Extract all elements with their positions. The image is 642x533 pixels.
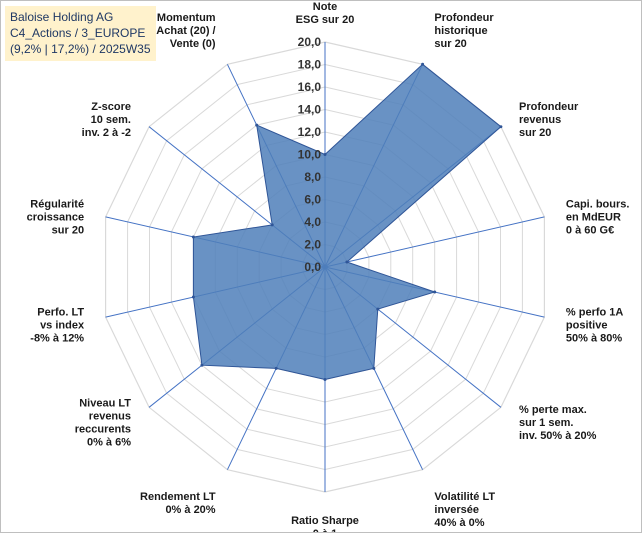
tick-label: 20,0 (298, 35, 322, 49)
data-point (323, 153, 327, 156)
axis-label: Régularité croissance sur 20 (27, 198, 84, 236)
tick-label: 8,0 (304, 170, 321, 184)
tick-layer: 0,0 2,0 4,0 6,0 8,0 10,0 12,0 14,0 16,0 18,0 20,0 (298, 35, 322, 274)
tick-label: 10,0 (298, 148, 322, 162)
axis-label: Note ESG sur 20 (296, 1, 355, 26)
data-point (421, 62, 425, 66)
axis-label: Rendement LT 0% à 20% (140, 491, 216, 516)
data-point (376, 307, 380, 311)
axis-label: Capi. bours. en MdEUR 0 à 60 G€ (566, 198, 630, 236)
title-line-1: Baloise Holding AG (10, 10, 114, 24)
axis-label: Perfo. LT vs index -8% à 12% (30, 307, 85, 345)
data-point (274, 366, 278, 370)
axis-label: Volatilité LT inversée 40% à 0% (434, 491, 495, 529)
tick-label: 6,0 (304, 193, 321, 207)
axis-spoke (324, 216, 545, 268)
series-layer (191, 62, 503, 381)
data-point (200, 363, 204, 367)
tick-label: 18,0 (298, 58, 322, 72)
axis-label: Niveau LT revenus reccurents 0% à 6% (75, 398, 132, 449)
data-point (372, 366, 376, 370)
title-line-2: C4_Actions / 3_EUROPE (10, 26, 146, 40)
tick-label: 12,0 (298, 125, 322, 139)
axis-label: Profondeur revenus sur 20 (519, 101, 579, 139)
data-point (191, 295, 195, 299)
title-line-3: (9,2% | 17,2%) / 2025W35 (10, 42, 151, 56)
tick-label: 16,0 (298, 80, 322, 94)
axis-label: % perte max. sur 1 sem. inv. 50% à 20% (519, 404, 597, 442)
axis-label: Ratio Sharpe0 à 1 (291, 515, 359, 532)
axis-label-layer: Note ESG sur 20 Profondeur historique sur 20… (27, 1, 630, 532)
chart-title-box: Baloise Holding AG C4_Actions / 3_EUROPE… (5, 6, 156, 61)
axis-label: Z-score 10 sem. inv. 2 à -2 (82, 101, 131, 139)
tick-label: 0,0 (304, 260, 321, 274)
data-point (270, 223, 274, 227)
data-point (255, 123, 259, 127)
data-point (499, 125, 503, 129)
series-area (192, 63, 502, 381)
data-point (323, 378, 327, 381)
tick-label: 14,0 (298, 103, 322, 117)
axis-label: Momentum Achat (20) / Vente (0) (156, 12, 216, 50)
data-point (433, 290, 437, 294)
axis-label: % perfo 1A positive 50% à 80% (566, 307, 624, 345)
data-point (191, 235, 195, 239)
data-point (345, 260, 349, 264)
axis-label: Profondeur historique sur 20 (434, 12, 494, 50)
tick-label: 2,0 (304, 238, 321, 252)
tick-label: 4,0 (304, 215, 321, 229)
